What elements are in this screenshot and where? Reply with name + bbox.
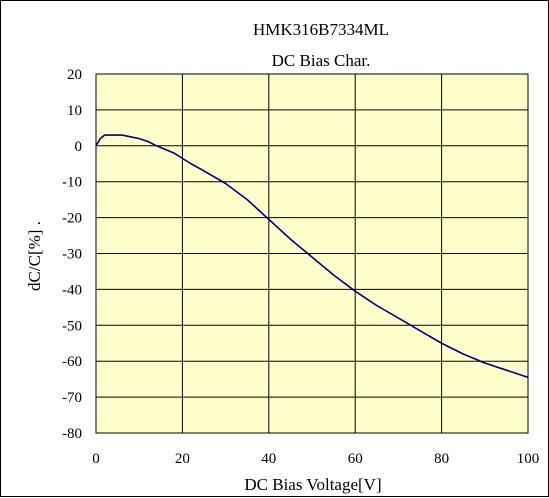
chart-title: HMK316B7334ML <box>253 20 389 39</box>
chart-subtitle: DC Bias Char. <box>272 51 371 70</box>
x-tick-label: 80 <box>434 451 449 467</box>
y-tick-label: 10 <box>67 103 82 119</box>
y-tick-label: -80 <box>62 426 82 442</box>
y-tick-label: -40 <box>62 282 82 298</box>
y-tick-label: -50 <box>62 318 82 334</box>
x-tick-label: 0 <box>92 451 100 467</box>
x-axis-label: DC Bias Voltage[V] <box>244 475 381 494</box>
x-tick-label: 60 <box>348 451 363 467</box>
x-tick-labels: 0 20 40 60 80 100 <box>92 451 539 467</box>
series-line <box>95 134 529 379</box>
y-tick-labels: 20 10 0 -10 -20 -30 -40 -50 -60 -70 -80 <box>62 67 82 442</box>
x-tick-label: 20 <box>175 451 190 467</box>
y-tick-label: -10 <box>62 175 82 191</box>
y-tick-label: -20 <box>62 211 82 227</box>
plot-border <box>95 73 529 434</box>
y-tick-label: -60 <box>62 354 82 370</box>
y-tick-label: 0 <box>75 139 83 155</box>
y-tick-label: -30 <box>62 247 82 263</box>
x-tick-label: 40 <box>261 451 276 467</box>
y-tick-label: -70 <box>62 390 82 406</box>
y-tick-label: 20 <box>67 67 82 83</box>
x-tick-label: 100 <box>517 451 540 467</box>
y-axis-label: dC/C[%] . <box>25 221 44 291</box>
